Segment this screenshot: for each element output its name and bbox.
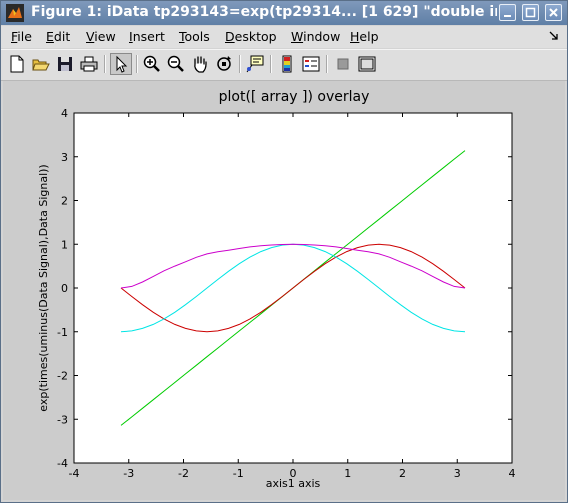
data-cursor-button[interactable]	[245, 54, 265, 74]
y-tick-label: -2	[57, 370, 68, 383]
colorbar-icon	[282, 55, 292, 73]
y-axis-label: exp(times(uminus(Data Signal),Data Signa…	[37, 164, 50, 411]
y-tick-label: -4	[57, 457, 68, 470]
rotate-3d-button[interactable]	[214, 54, 234, 74]
series-line-2[interactable]	[120, 243, 466, 333]
x-tick-label: 0	[290, 467, 297, 480]
zoom-out-icon	[167, 55, 184, 72]
title-bar[interactable]: Figure 1: iData tp293143=exp(tp29314... …	[1, 1, 567, 25]
save-button[interactable]	[55, 54, 75, 74]
x-tick-label: 4	[509, 467, 516, 480]
hide-plot-tools-icon	[337, 58, 349, 70]
x-tick-label: -3	[123, 467, 134, 480]
select-arrow-button[interactable]	[110, 53, 132, 75]
window-title: Figure 1: iData tp293143=exp(tp29314... …	[31, 4, 497, 20]
print-icon	[80, 56, 98, 72]
y-tick-label: 1	[61, 238, 68, 251]
matlab-logo-icon	[6, 4, 24, 22]
y-tick-label: 0	[61, 282, 68, 295]
y-tick-label: 4	[61, 107, 68, 120]
menu-help[interactable]: Help	[350, 29, 379, 44]
zoom-out-button[interactable]	[166, 54, 186, 74]
menu-desktop[interactable]: Desktop	[225, 29, 277, 44]
insert-colorbar-button[interactable]	[277, 54, 297, 74]
menu-view[interactable]: View	[86, 29, 116, 44]
toolbar-separator	[270, 55, 272, 73]
data-cursor-icon	[246, 55, 264, 73]
y-tick-label: -1	[57, 326, 68, 339]
x-tick-label: -4	[69, 467, 80, 480]
figure-canvas: plot([ array ]) overlay -4 -3 -2 -1 0 1 2 3 4 -4 -…	[3, 81, 565, 500]
insert-legend-button[interactable]	[301, 54, 321, 74]
menu-insert[interactable]: Insert	[129, 29, 165, 44]
hide-plot-tools-button[interactable]	[333, 54, 353, 74]
maximize-icon	[525, 7, 536, 18]
menu-file[interactable]: File	[11, 29, 32, 44]
toolbar-separator	[136, 55, 138, 73]
minimize-icon	[504, 15, 511, 17]
x-tick-label: -1	[233, 467, 244, 480]
zoom-in-button[interactable]	[142, 54, 162, 74]
toolbar-separator	[104, 55, 106, 73]
open-file-button[interactable]	[31, 54, 51, 74]
show-plot-tools-button[interactable]	[357, 54, 377, 74]
x-tick-label: 1	[344, 467, 351, 480]
y-tick-label: 2	[61, 195, 68, 208]
menu-window[interactable]: Window	[291, 29, 341, 44]
zoom-in-icon	[143, 55, 160, 72]
figure-toolbar	[1, 49, 567, 81]
toolbar-separator	[239, 55, 241, 73]
series-line-4[interactable]	[120, 243, 466, 289]
close-icon	[549, 8, 558, 17]
y-tick-label: -3	[57, 413, 68, 426]
toolbar-separator	[326, 55, 328, 73]
select-arrow-icon	[116, 55, 128, 73]
new-figure-button[interactable]	[7, 54, 27, 74]
x-tick-label: -2	[178, 467, 189, 480]
x-axis-label: axis1 axis	[266, 477, 321, 490]
dock-figure-icon[interactable]	[549, 31, 559, 41]
y-tick-label: 3	[61, 151, 68, 164]
x-tick-label: 2	[399, 467, 406, 480]
minimize-button[interactable]	[499, 4, 516, 21]
open-file-icon	[32, 59, 50, 71]
plot-svg[interactable]: plot([ array ]) overlay -4 -3 -2 -1 0 1 2 3 4 -4 -…	[3, 81, 565, 500]
show-plot-tools-icon	[358, 56, 376, 72]
save-icon	[58, 57, 72, 71]
menu-edit[interactable]: Edit	[46, 29, 71, 44]
rotate-3d-icon	[217, 56, 231, 71]
print-button[interactable]	[79, 54, 99, 74]
pan-button[interactable]	[190, 54, 210, 74]
new-figure-icon	[10, 55, 24, 73]
menu-bar: File Edit View Insert Tools Desktop Wind…	[1, 26, 567, 48]
chart-title: plot([ array ]) overlay	[219, 89, 370, 105]
maximize-button[interactable]	[522, 4, 539, 21]
close-button[interactable]	[545, 4, 562, 21]
menu-tools[interactable]: Tools	[179, 29, 210, 44]
legend-icon	[302, 56, 320, 72]
x-tick-label: 3	[454, 467, 461, 480]
pan-hand-icon	[194, 56, 207, 73]
